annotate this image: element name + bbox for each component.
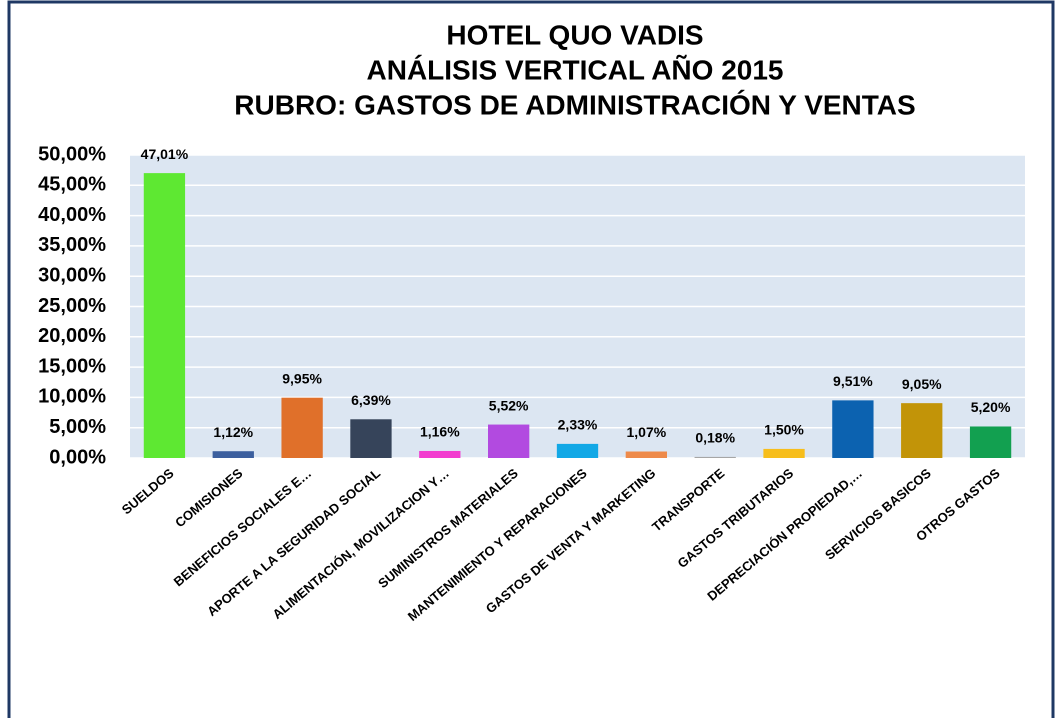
data-label: 47,01% [141, 146, 189, 162]
bar [694, 456, 736, 458]
y-tick-label: 20,00% [38, 325, 106, 347]
bar [419, 450, 461, 458]
chart-title: RUBRO: GASTOS DE ADMINISTRACIÓN Y VENTAS [234, 89, 915, 120]
data-label: 6,39% [351, 392, 391, 408]
y-tick-label: 35,00% [38, 234, 106, 256]
data-label: 5,52% [489, 397, 529, 413]
data-label: 1,12% [213, 424, 253, 440]
y-tick-label: 50,00% [38, 143, 106, 165]
data-label: 0,18% [695, 430, 735, 446]
data-label: 9,51% [833, 373, 873, 389]
y-tick-label: 45,00% [38, 174, 106, 196]
data-label: 1,50% [764, 422, 804, 438]
y-tick-label: 10,00% [38, 386, 106, 408]
y-tick-label: 15,00% [38, 355, 106, 377]
bar [350, 419, 392, 458]
bar [281, 397, 323, 458]
bar [488, 424, 530, 458]
bar [763, 448, 805, 458]
data-label: 5,20% [971, 399, 1011, 415]
bar [556, 443, 599, 458]
bar [625, 451, 667, 458]
data-label: 9,05% [902, 376, 942, 392]
y-tick-label: 30,00% [38, 264, 106, 286]
chart-title: HOTEL QUO VADIS [446, 19, 703, 50]
bar [212, 451, 254, 458]
bar [143, 173, 186, 459]
y-tick-label: 0,00% [49, 446, 106, 468]
bar [832, 400, 874, 458]
y-tick-label: 5,00% [49, 416, 106, 438]
chart-title: ANÁLISIS VERTICAL AÑO 2015 [367, 54, 784, 85]
y-tick-label: 40,00% [38, 204, 106, 226]
data-label: 9,95% [282, 370, 322, 386]
data-label: 1,16% [420, 424, 460, 440]
data-label: 1,07% [626, 424, 666, 440]
y-tick-label: 25,00% [38, 295, 106, 317]
bar [901, 403, 943, 458]
data-label: 2,33% [558, 417, 598, 433]
bar [969, 426, 1012, 458]
